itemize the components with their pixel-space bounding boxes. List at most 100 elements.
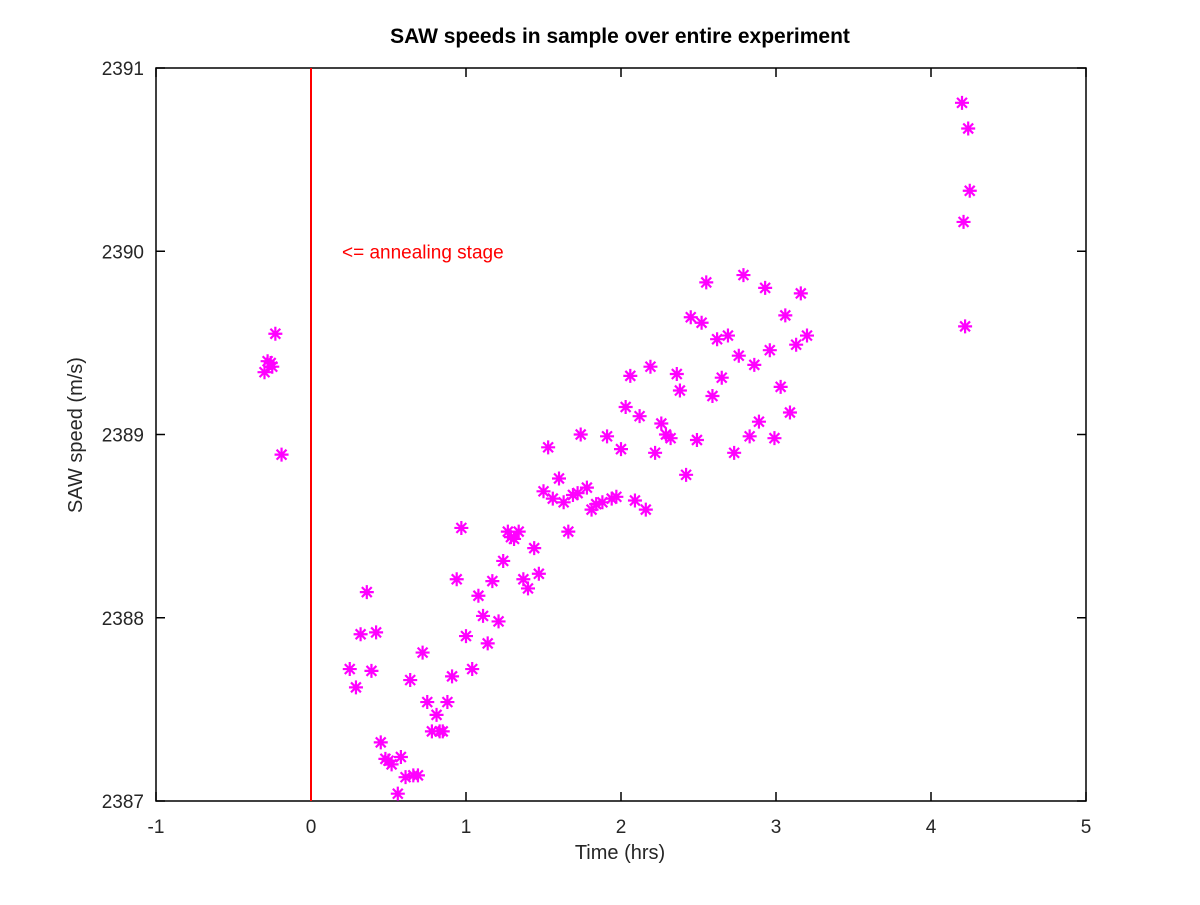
data-point xyxy=(589,497,604,512)
data-point xyxy=(727,445,742,460)
data-point xyxy=(507,531,522,546)
y-tick-label: 2388 xyxy=(102,609,144,630)
data-point xyxy=(654,416,669,431)
data-point xyxy=(364,663,379,678)
x-tick-label: 3 xyxy=(771,817,782,838)
data-point xyxy=(714,370,729,385)
data-point xyxy=(958,319,973,334)
data-point xyxy=(268,326,283,341)
annealing-annotation: <= annealing stage xyxy=(342,242,504,263)
y-tick-label: 2389 xyxy=(102,426,144,447)
data-point xyxy=(565,487,580,502)
data-point xyxy=(541,440,556,455)
data-point xyxy=(420,695,435,710)
data-point xyxy=(500,524,515,539)
data-point xyxy=(638,502,653,517)
data-point xyxy=(536,484,551,499)
data-point xyxy=(956,214,971,229)
data-point xyxy=(618,400,633,415)
data-point xyxy=(403,673,418,688)
data-point xyxy=(778,308,793,323)
data-point xyxy=(531,566,546,581)
data-point xyxy=(471,588,486,603)
x-tick-label: 1 xyxy=(461,817,472,838)
data-point xyxy=(516,572,531,587)
data-point xyxy=(584,502,599,517)
data-point xyxy=(459,629,473,644)
data-point xyxy=(710,332,725,347)
data-point xyxy=(604,491,619,506)
data-point xyxy=(663,431,678,446)
chart-title: SAW speeds in sample over entire experim… xyxy=(390,25,850,48)
data-point xyxy=(480,636,495,651)
data-point xyxy=(595,495,610,510)
data-point xyxy=(600,429,615,444)
y-tick-label: 2387 xyxy=(102,792,144,813)
data-point xyxy=(485,574,500,589)
data-point xyxy=(689,432,704,447)
data-point xyxy=(762,343,777,358)
data-point xyxy=(679,467,694,482)
y-axis-label: SAW speed (m/s) xyxy=(65,357,87,513)
data-point xyxy=(440,695,455,710)
x-tick-label: 2 xyxy=(616,817,627,838)
data-point xyxy=(789,337,804,352)
data-point xyxy=(782,405,797,420)
data-point xyxy=(342,662,357,677)
data-point xyxy=(632,409,647,424)
data-point xyxy=(359,585,374,600)
data-point xyxy=(511,524,526,539)
data-point xyxy=(793,286,808,301)
data-point xyxy=(435,724,450,739)
data-point xyxy=(747,357,762,372)
data-point xyxy=(669,367,684,382)
data-point xyxy=(265,359,280,374)
data-point xyxy=(429,707,444,722)
data-point xyxy=(579,480,594,495)
data-point xyxy=(527,541,542,556)
data-point xyxy=(384,757,399,772)
data-point xyxy=(561,524,576,539)
x-axis-label: Time (hrs) xyxy=(575,842,665,864)
data-point xyxy=(398,770,413,785)
data-point xyxy=(263,356,278,371)
data-point xyxy=(705,389,720,404)
plot-area: -1 0 1 2 3 4 5 2387 2388 2389 2390 2391 xyxy=(102,59,1092,838)
data-point xyxy=(465,662,480,677)
data-point xyxy=(751,414,766,429)
y-tick-label: 2391 xyxy=(102,59,144,80)
data-point xyxy=(353,627,368,642)
data-point xyxy=(720,328,735,343)
data-point xyxy=(742,429,757,444)
data-point xyxy=(627,493,642,508)
data-point xyxy=(767,431,782,446)
data-point xyxy=(731,348,746,363)
data-point xyxy=(491,614,506,629)
data-point xyxy=(736,268,751,283)
data-point xyxy=(683,310,698,325)
x-tick-label: 4 xyxy=(926,817,937,838)
data-point xyxy=(496,553,511,568)
data-point xyxy=(476,608,491,623)
data-point xyxy=(623,368,638,383)
data-point xyxy=(274,447,289,462)
data-point xyxy=(348,680,363,695)
data-point xyxy=(521,581,535,596)
data-point xyxy=(415,645,430,660)
data-point xyxy=(257,365,272,380)
data-point xyxy=(955,95,969,110)
data-point xyxy=(373,735,388,750)
data-point xyxy=(648,445,663,460)
data-point xyxy=(962,183,977,198)
data-point xyxy=(614,442,628,457)
data-point xyxy=(410,768,425,783)
data-point xyxy=(699,275,714,290)
data-point xyxy=(445,669,460,684)
data-point xyxy=(390,786,405,801)
data-point xyxy=(694,315,709,330)
data-point xyxy=(609,489,624,504)
x-tick-label: 0 xyxy=(306,817,317,838)
